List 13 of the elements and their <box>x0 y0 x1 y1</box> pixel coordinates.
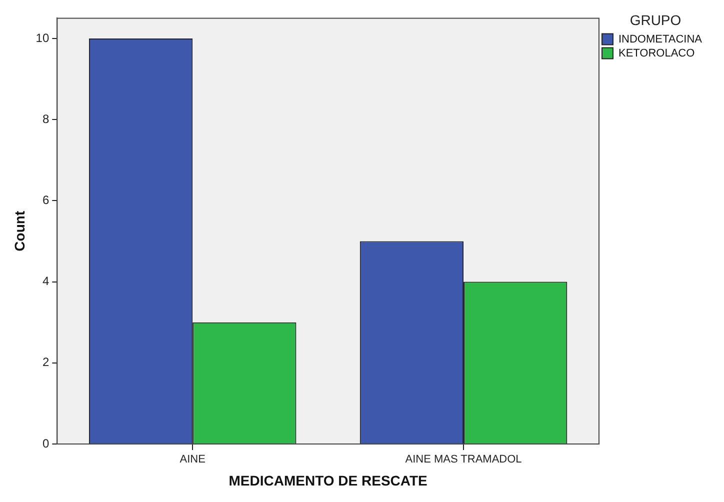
y-tick-label: 10 <box>36 30 50 45</box>
y-tick-label: 0 <box>42 436 50 450</box>
legend-label: INDOMETACINA <box>618 33 703 46</box>
legend-label: KETOROLACO <box>618 47 696 60</box>
x-axis-title: MEDICAMENTO DE RESCATE <box>228 472 428 488</box>
y-tick-label: 8 <box>42 112 50 126</box>
y-tick-label: 2 <box>42 355 50 370</box>
y-axis-title: Count <box>11 210 28 252</box>
y-tick-label: 6 <box>42 193 50 207</box>
x-tick-label: AINE MAS TRAMADOL <box>405 454 522 466</box>
y-tick-label: 4 <box>42 274 50 288</box>
x-tick-label: AINE <box>180 454 206 466</box>
legend-title: GRUPO <box>630 12 682 28</box>
